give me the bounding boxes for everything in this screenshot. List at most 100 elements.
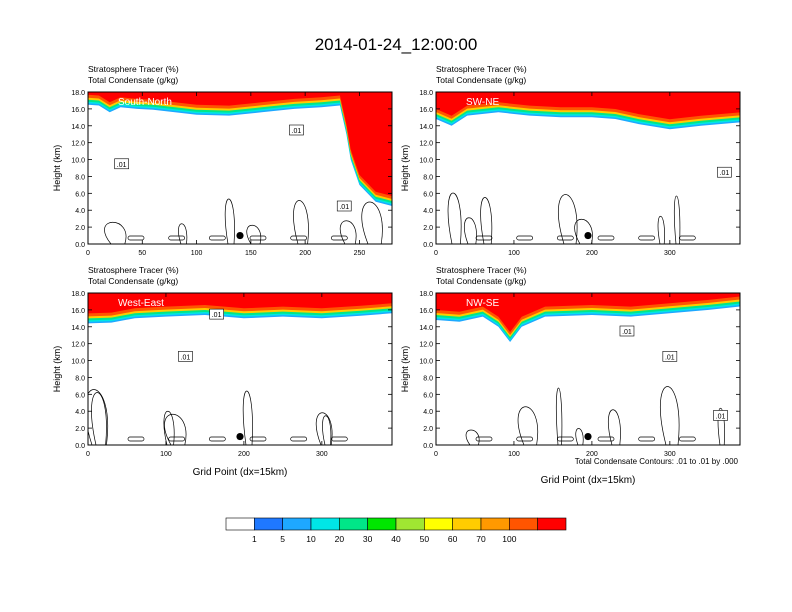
contour-cell [597, 235, 615, 241]
x-tick-label: 200 [586, 250, 598, 257]
contour-line [104, 222, 127, 244]
contour-line [339, 220, 357, 244]
condensate-contours [88, 389, 348, 445]
x-tick-label: 200 [238, 451, 250, 458]
colorbar-swatch [282, 517, 312, 531]
y-tick-label: 2.0 [75, 225, 85, 232]
contour-cell [556, 436, 574, 442]
y-tick-label: 18.0 [419, 291, 433, 298]
contour-line [717, 408, 725, 445]
x-axis-label: Grid Point (dx=15km) [541, 475, 636, 486]
y-tick-label: 8.0 [75, 375, 85, 382]
contour-line [224, 198, 235, 244]
panel-label: NW-SE [466, 298, 499, 309]
y-tick-label: 8.0 [423, 174, 433, 181]
header-line-2: Total Condensate (g/kg) [88, 75, 178, 85]
contour-label-box [178, 351, 193, 362]
header-line-1: Stratosphere Tracer (%) [436, 64, 527, 74]
x-tick-label: 100 [160, 451, 172, 458]
contour-line [608, 409, 621, 445]
colorbar-swatch [395, 517, 425, 531]
contour-cell [475, 436, 493, 442]
header-line-1: Stratosphere Tracer (%) [88, 265, 179, 275]
y-tick-label: 0.0 [423, 443, 433, 450]
contour-line [463, 217, 477, 244]
y-tick-label: 4.0 [423, 409, 433, 416]
header-line-2: Total Condensate (g/kg) [436, 276, 526, 286]
contour-label-box [619, 325, 635, 337]
y-tick-label: 8.0 [75, 174, 85, 181]
y-tick-label: 2.0 [423, 225, 433, 232]
x-tick-label: 300 [664, 451, 676, 458]
x-tick-label: 50 [138, 250, 146, 257]
colorbar-swatch [310, 517, 340, 531]
x-tick-label: 0 [434, 451, 438, 458]
contour-label: .01 [720, 170, 730, 177]
x-tick-label: 0 [86, 451, 90, 458]
y-tick-label: 2.0 [75, 426, 85, 433]
panel-label: SW-NE [466, 97, 499, 108]
contour-label: .01 [716, 413, 726, 420]
contour-label: .01 [622, 329, 632, 336]
colorbar-swatch [452, 517, 482, 531]
x-tick-label: 200 [299, 250, 311, 257]
y-axis-label: Height (km) [52, 346, 62, 393]
contour-label-box [289, 124, 304, 136]
y-tick-label: 10.0 [419, 359, 433, 366]
condensate-contours [465, 386, 725, 445]
colorbar-label: 100 [502, 534, 516, 544]
contour-cell [249, 235, 267, 241]
panel-label: South-North [118, 97, 172, 108]
colorbar-swatch [424, 517, 453, 531]
panel-sw-ne: .01 SW-NE Stratosphere Tracer (%)Total Con… [400, 64, 741, 257]
contour-cell [678, 436, 696, 442]
x-tick-label: 100 [508, 451, 520, 458]
contour-note: Total Condensate Contours: .01 to .01 by… [575, 457, 739, 466]
contour-line [674, 195, 681, 244]
y-tick-label: 14.0 [419, 325, 433, 332]
contour-line [555, 387, 563, 445]
y-axis-label: Height (km) [400, 145, 410, 192]
contour-cell [638, 235, 656, 241]
y-axis-label: Height (km) [400, 346, 410, 393]
y-tick-label: 12.0 [419, 342, 433, 349]
panels: .01 .01 .01 South-North Stratosphere Tracer … [52, 64, 741, 486]
x-tick-label: 300 [664, 250, 676, 257]
panel-south-north: .01 .01 .01 South-North Stratosphere Tracer … [52, 64, 393, 257]
colorbar-label: 5 [280, 534, 285, 544]
contour-label: .01 [181, 354, 191, 361]
contour-line [315, 412, 333, 445]
contour-label: .01 [665, 354, 675, 361]
y-tick-label: 18.0 [71, 90, 85, 97]
location-marker [584, 432, 592, 441]
contour-line [575, 428, 584, 445]
plot-area: .01 .01 .01 [436, 293, 740, 445]
y-tick-label: 12.0 [71, 342, 85, 349]
contour-cell [168, 436, 186, 442]
contour-cell [290, 436, 308, 442]
colorbar-label: 50 [420, 534, 430, 544]
troposphere-fill [88, 104, 392, 244]
contour-line [322, 415, 332, 445]
y-tick-label: 4.0 [423, 208, 433, 215]
contour-cell [330, 436, 348, 442]
y-tick-label: 10.0 [419, 158, 433, 165]
panel-frame [87, 91, 393, 245]
x-tick-label: 100 [191, 250, 203, 257]
y-tick-label: 10.0 [71, 359, 85, 366]
y-axis-label: Height (km) [52, 145, 62, 192]
x-tick-label: 200 [586, 451, 598, 458]
colorbar: 1 5 10 20 30 40 50 60 70 100 [225, 517, 567, 544]
location-marker [236, 432, 244, 441]
contour-line [242, 390, 253, 445]
colorbar-label: 20 [335, 534, 345, 544]
panel-frame [435, 91, 741, 245]
contour-cell [249, 436, 267, 442]
plot-area: .01 .01 .01 [88, 92, 392, 244]
contour-label-box [717, 166, 732, 178]
y-tick-label: 14.0 [71, 325, 85, 332]
contour-line [164, 413, 187, 445]
contour-cell [638, 436, 656, 442]
